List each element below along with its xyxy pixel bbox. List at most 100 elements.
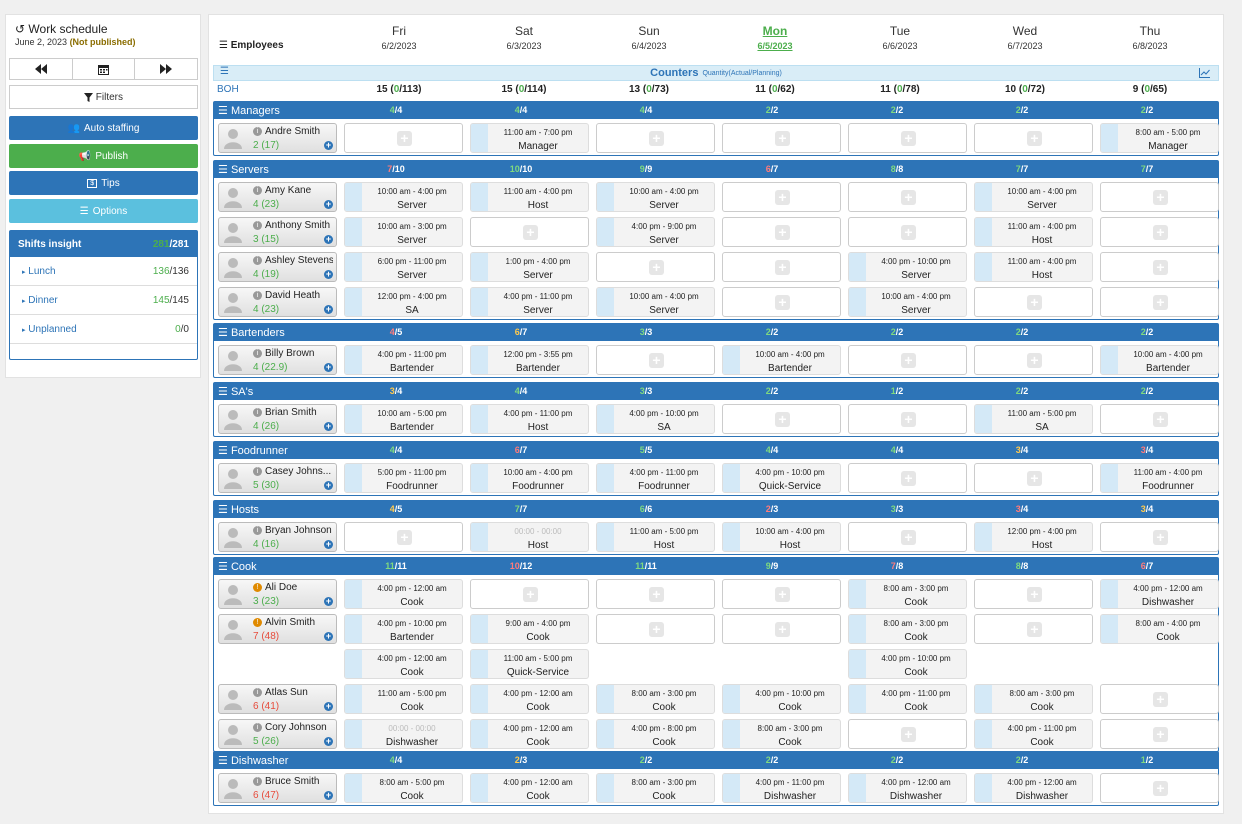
shift-cell[interactable]: 10:00 am - 4:00 pm Server	[596, 287, 715, 317]
shift-cell[interactable]: 11:00 am - 7:00 pm Manager	[470, 123, 589, 153]
employee-card[interactable]: ! Alvin Smith 7 (48) +	[218, 614, 337, 644]
empty-shift-cell[interactable]: +	[1100, 217, 1219, 247]
section-header[interactable]: ☰ Dishwasher 4/4 2/3 2/2 2/2 2/2 2/2 1/2	[214, 752, 1218, 769]
empty-shift-cell[interactable]: +	[974, 345, 1093, 375]
add-shift-icon[interactable]: +	[324, 304, 333, 314]
empty-shift-cell[interactable]: +	[596, 252, 715, 282]
add-shift-icon[interactable]: +	[324, 234, 333, 244]
add-icon[interactable]: +	[1027, 131, 1042, 146]
add-icon[interactable]: +	[1027, 587, 1042, 602]
shift-cell[interactable]: 4:00 pm - 11:00 pm Cook	[974, 719, 1093, 749]
shift-cell[interactable]: 10:00 am - 4:00 pm Bartender	[1100, 345, 1219, 375]
shift-cell[interactable]: 10:00 am - 4:00 pm Server	[344, 182, 463, 212]
info-icon[interactable]: i	[253, 408, 262, 417]
shift-cell[interactable]: 4:00 pm - 9:00 pm Server	[596, 217, 715, 247]
employee-card[interactable]: i Amy Kane 4 (23) +	[218, 182, 337, 212]
previous-week-button[interactable]	[10, 59, 73, 79]
add-icon[interactable]: +	[1027, 622, 1042, 637]
employees-column-header[interactable]: ☰ Employees	[219, 40, 284, 51]
info-icon[interactable]: !	[253, 583, 262, 592]
menu-icon[interactable]: ☰	[220, 66, 229, 77]
info-icon[interactable]: i	[253, 127, 262, 136]
empty-shift-cell[interactable]: +	[1100, 773, 1219, 803]
empty-shift-cell[interactable]: +	[1100, 404, 1219, 434]
add-icon[interactable]: +	[775, 190, 790, 205]
empty-shift-cell[interactable]: +	[1100, 684, 1219, 714]
add-icon[interactable]: +	[649, 260, 664, 275]
add-icon[interactable]: +	[901, 131, 916, 146]
section-header[interactable]: ☰ SA's 3/4 4/4 3/3 2/2 1/2 2/2 2/2	[214, 383, 1218, 400]
section-header[interactable]: ☰ Hosts 4/5 7/7 6/6 2/3 3/3 3/4 3/4	[214, 501, 1218, 518]
shifts-insight-header[interactable]: Shifts insight 281/281	[10, 231, 197, 257]
day-header-sun[interactable]: Sun 6/4/2023	[590, 24, 708, 51]
add-icon[interactable]: +	[397, 131, 412, 146]
add-shift-icon[interactable]: +	[324, 596, 333, 606]
shift-cell[interactable]: 8:00 am - 3:00 pm Cook	[596, 684, 715, 714]
shift-cell[interactable]: 12:00 pm - 4:00 pm Host	[974, 522, 1093, 552]
add-shift-icon[interactable]: +	[324, 790, 333, 800]
shift-cell[interactable]: 11:00 am - 5:00 pm Quick-Service	[470, 649, 589, 679]
shift-cell[interactable]: 4:00 pm - 11:00 pm Cook	[848, 684, 967, 714]
shift-cell[interactable]: 8:00 am - 3:00 pm Cook	[722, 719, 841, 749]
day-header-thu[interactable]: Thu 6/8/2023	[1091, 24, 1209, 51]
publish-button[interactable]: 📢 Publish	[9, 144, 198, 168]
empty-shift-cell[interactable]: +	[722, 287, 841, 317]
info-icon[interactable]: !	[253, 618, 262, 627]
employee-card[interactable]: i Anthony Smith 3 (15) +	[218, 217, 337, 247]
day-header-tue[interactable]: Tue 6/6/2023	[841, 24, 959, 51]
info-icon[interactable]: i	[253, 723, 262, 732]
shift-cell[interactable]: 4:00 pm - 10:00 pm Bartender	[344, 614, 463, 644]
empty-shift-cell[interactable]: +	[848, 182, 967, 212]
shift-cell[interactable]: 8:00 am - 5:00 pm Cook	[344, 773, 463, 803]
add-shift-icon[interactable]: +	[324, 421, 333, 431]
empty-shift-cell[interactable]: +	[722, 182, 841, 212]
employee-card[interactable]: i Brian Smith 4 (26) +	[218, 404, 337, 434]
shift-cell[interactable]: 8:00 am - 5:00 pm Manager	[1100, 123, 1219, 153]
add-shift-icon[interactable]: +	[324, 701, 333, 711]
empty-shift-cell[interactable]: +	[722, 252, 841, 282]
empty-shift-cell[interactable]: +	[974, 463, 1093, 493]
empty-shift-cell[interactable]: +	[596, 345, 715, 375]
shift-cell[interactable]: 11:00 am - 5:00 pm SA	[974, 404, 1093, 434]
day-header-mon[interactable]: Mon 6/5/2023	[716, 24, 834, 51]
add-icon[interactable]: +	[1153, 295, 1168, 310]
history-icon[interactable]: ↺	[15, 22, 26, 36]
shift-cell[interactable]: 9:00 am - 4:00 pm Cook	[470, 614, 589, 644]
info-icon[interactable]: i	[253, 186, 262, 195]
shift-cell[interactable]: 4:00 pm - 11:00 pm Bartender	[344, 345, 463, 375]
shift-cell[interactable]: 4:00 pm - 10:00 pm SA	[596, 404, 715, 434]
shift-cell[interactable]: 4:00 pm - 12:00 am Cook	[470, 684, 589, 714]
empty-shift-cell[interactable]: +	[470, 217, 589, 247]
shift-cell[interactable]: 4:00 pm - 11:00 pm Dishwasher	[722, 773, 841, 803]
add-icon[interactable]: +	[1153, 412, 1168, 427]
shift-cell[interactable]: 00:00 - 00:00 Host	[470, 522, 589, 552]
info-icon[interactable]: i	[253, 526, 262, 535]
shift-cell[interactable]: 4:00 pm - 12:00 am Dishwasher	[974, 773, 1093, 803]
add-icon[interactable]: +	[1027, 471, 1042, 486]
shift-cell[interactable]: 4:00 pm - 8:00 pm Cook	[596, 719, 715, 749]
insight-row-unplanned[interactable]: ▸ Unplanned 0/0	[10, 315, 197, 344]
add-icon[interactable]: +	[1153, 225, 1168, 240]
empty-shift-cell[interactable]: +	[722, 217, 841, 247]
tips-button[interactable]: $ Tips	[9, 171, 198, 195]
employee-card[interactable]: i Atlas Sun 6 (41) +	[218, 684, 337, 714]
empty-shift-cell[interactable]: +	[974, 614, 1093, 644]
shift-cell[interactable]: 11:00 am - 4:00 pm Host	[974, 217, 1093, 247]
section-header[interactable]: ☰ Foodrunner 4/4 6/7 5/5 4/4 4/4 3/4 3/4	[214, 442, 1218, 459]
shift-cell[interactable]: 10:00 am - 4:00 pm Server	[848, 287, 967, 317]
shift-cell[interactable]: 4:00 pm - 11:00 pm Foodrunner	[596, 463, 715, 493]
chart-icon[interactable]	[1199, 68, 1210, 78]
info-icon[interactable]: i	[253, 688, 262, 697]
employee-card[interactable]: i Bryan Johnson 4 (16) +	[218, 522, 337, 552]
add-icon[interactable]: +	[901, 353, 916, 368]
add-icon[interactable]: +	[775, 260, 790, 275]
add-icon[interactable]: +	[649, 622, 664, 637]
employee-card[interactable]: i Casey Johns... 5 (30) +	[218, 463, 337, 493]
shift-cell[interactable]: 12:00 pm - 4:00 pm SA	[344, 287, 463, 317]
add-icon[interactable]: +	[1153, 781, 1168, 796]
shift-cell[interactable]: 4:00 pm - 11:00 pm Host	[470, 404, 589, 434]
shift-cell[interactable]: 8:00 am - 4:00 pm Cook	[1100, 614, 1219, 644]
section-header[interactable]: ☰ Managers 4/4 4/4 4/4 2/2 2/2 2/2 2/2	[214, 102, 1218, 119]
info-icon[interactable]: i	[253, 256, 262, 265]
empty-shift-cell[interactable]: +	[1100, 287, 1219, 317]
